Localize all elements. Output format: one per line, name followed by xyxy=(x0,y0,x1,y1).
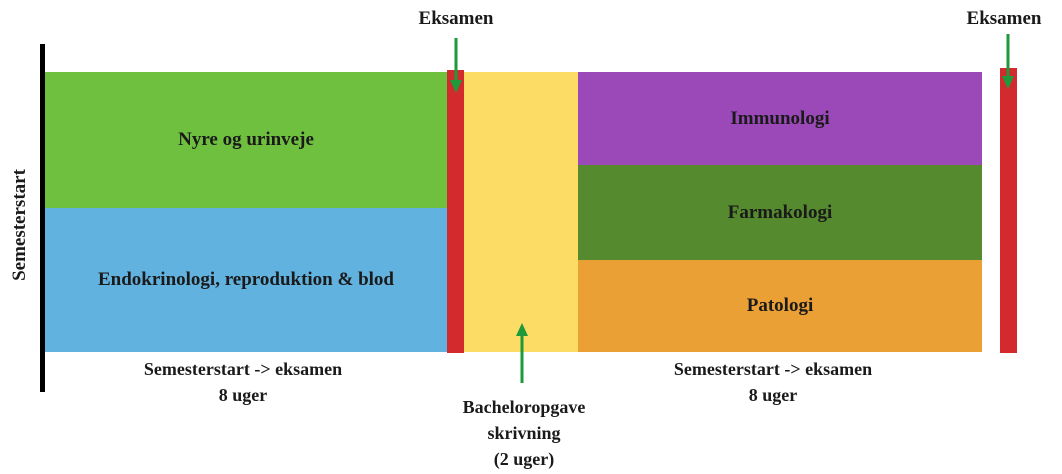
semester-start-label: Semesterstart xyxy=(9,169,30,281)
caption-right-line1: Semesterstart -> eksamen xyxy=(673,359,873,379)
caption-left: Semesterstart -> eksamen 8 uger xyxy=(90,356,396,408)
block-endokrin-label: Endokrinologi, reproduktion & blod xyxy=(97,269,394,290)
arrow-down-second-exam-icon xyxy=(1002,34,1014,89)
block-immunologi-label: Immunologi xyxy=(730,107,830,129)
caption-left-line1: Semesterstart -> eksamen xyxy=(143,359,343,379)
block-patologi: Patologi xyxy=(578,260,982,352)
caption-right-line2: 8 uger xyxy=(748,385,798,405)
exam-label-second: Eksamen xyxy=(966,8,1042,29)
exam-bar-first xyxy=(447,70,464,353)
caption-bachelor-line3: (2 uger) xyxy=(493,449,555,469)
caption-left-line2: 8 uger xyxy=(218,385,268,405)
semester-start-axis xyxy=(40,44,45,392)
caption-bachelor-line1: Bacheloropgave xyxy=(462,397,586,417)
block-farmakologi: Farmakologi xyxy=(578,165,982,260)
block-nyre-label: Nyre og urinveje xyxy=(178,129,314,150)
block-bacheloropgave xyxy=(464,72,578,352)
caption-bachelor-line2: skrivning xyxy=(487,423,561,443)
block-patologi-label: Patologi xyxy=(746,295,814,316)
block-immunologi: Immunologi xyxy=(578,72,982,165)
block-farmakologi-label: Farmakologi xyxy=(727,201,833,223)
caption-bachelor: Bacheloropgave skrivning (2 uger) xyxy=(424,394,624,472)
block-nyre-og-urinveje: Nyre og urinveje xyxy=(45,72,447,208)
caption-right: Semesterstart -> eksamen 8 uger xyxy=(620,356,926,408)
exam-label-first: Eksamen xyxy=(418,8,494,29)
block-endokrinologi: Endokrinologi, reproduktion & blod xyxy=(45,208,447,352)
arrow-down-first-exam-icon xyxy=(450,38,462,93)
exam-bar-second xyxy=(1000,68,1017,353)
arrow-up-bachelor-icon xyxy=(516,323,528,383)
